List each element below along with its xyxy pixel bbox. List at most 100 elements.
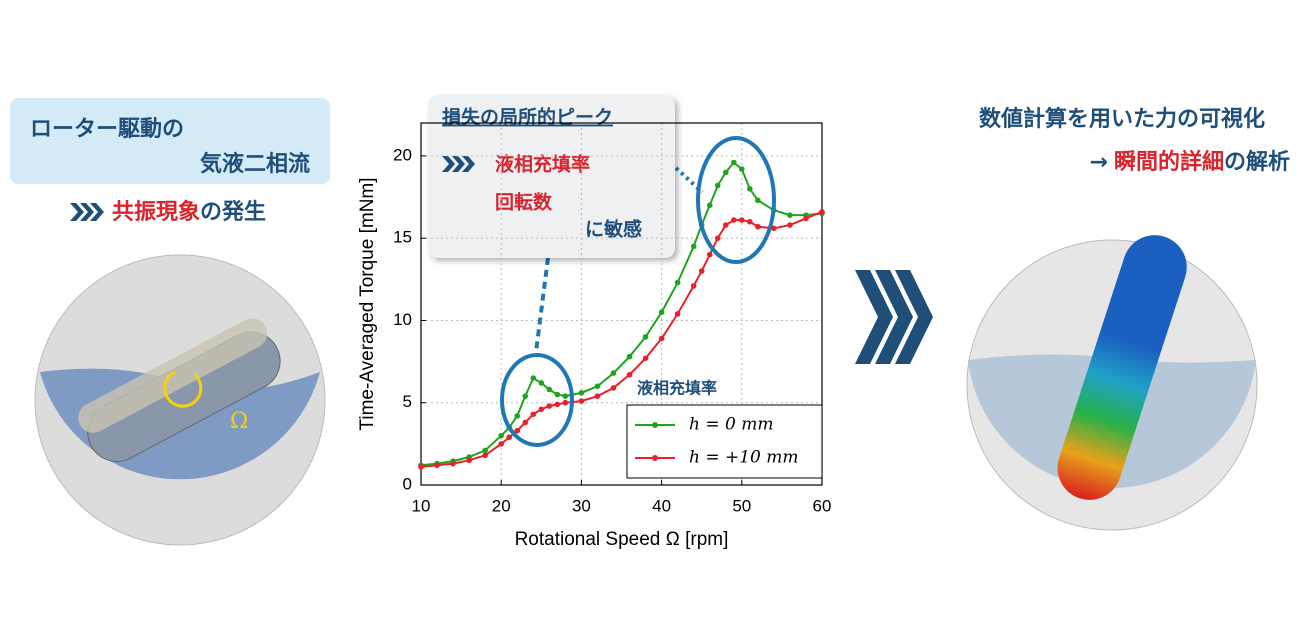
data-point: [730, 217, 737, 223]
data-point: [690, 283, 697, 289]
callout-box: [428, 95, 675, 258]
data-point: [730, 159, 737, 166]
left-result: 共振現象の発生: [112, 199, 266, 225]
data-point: [787, 212, 793, 218]
legend-label: h = +10 mm: [689, 448, 799, 468]
legend-label: h = 0 mm: [689, 415, 773, 435]
data-point: [554, 401, 561, 408]
data-point: [658, 335, 665, 342]
highlight: 瞬間的詳細: [1114, 149, 1224, 175]
x-tick-label: 50: [732, 496, 751, 515]
data-point: [578, 390, 585, 396]
data-point: [546, 403, 553, 409]
arrow: →: [1090, 150, 1108, 175]
highlight-ellipse: [500, 353, 574, 447]
data-point: [690, 243, 697, 250]
callout-item: に敏感: [585, 218, 642, 241]
callout-item: 液相充填率: [495, 153, 590, 176]
data-point: [626, 353, 633, 360]
data-point: [554, 391, 561, 398]
chart: 0 5 10 15 20 10 20 30 40 50 60 Rotational Speed Ω […: [357, 122, 832, 550]
data-point: [482, 447, 488, 454]
data-point: [514, 413, 521, 419]
header-box: [10, 98, 330, 184]
highlight: 共振現象: [112, 199, 200, 225]
data-point: [626, 371, 633, 378]
data-point: [787, 222, 793, 228]
x-tick-label: 40: [652, 496, 671, 515]
data-point: [819, 209, 825, 215]
left-line1: ローター駆動の: [30, 117, 184, 142]
chevron-icon: [442, 156, 475, 172]
y-tick-label: 10: [393, 310, 412, 329]
callout-item: 回転数: [495, 191, 553, 214]
data-point: [674, 279, 681, 286]
y-tick-label: 20: [393, 145, 412, 164]
data-point: [506, 434, 513, 441]
highlight-ellipse: [696, 136, 776, 264]
connector: [534, 257, 550, 353]
right-line2: → 瞬間的詳細の解析: [1090, 149, 1290, 175]
x-tick-label: 60: [813, 496, 832, 515]
data-point: [466, 457, 472, 464]
data-point: [739, 217, 745, 223]
data-point: [498, 441, 505, 447]
data-point: [594, 393, 601, 399]
data-point: [706, 251, 713, 258]
data-point: [538, 406, 545, 413]
plot-frame: [420, 122, 823, 486]
data-point: [771, 225, 777, 232]
x-tick-label: 20: [492, 496, 511, 515]
data-point: [546, 386, 553, 393]
chevron-icon: [70, 203, 104, 221]
data-point: [610, 385, 617, 391]
data-point: [722, 222, 729, 228]
data-point: [578, 398, 585, 404]
data-point: [714, 235, 721, 241]
data-point: [594, 383, 601, 390]
text: の解析: [1224, 149, 1290, 175]
simulation-image: [966, 235, 1258, 531]
data-point: [755, 197, 761, 204]
data-point: [514, 427, 521, 434]
y-axis-label: Time-Averaged Torque [mNm]: [357, 177, 378, 430]
legend-title: 液相充填率: [637, 379, 717, 398]
data-point: [434, 462, 440, 469]
legend-box: [626, 404, 823, 479]
series-line: [420, 210, 823, 468]
x-tick-label: 30: [572, 496, 591, 515]
legend-marker: [652, 455, 658, 461]
rotor-image: Ω: [34, 254, 326, 546]
data-point: [642, 334, 649, 340]
data-point: [530, 411, 537, 418]
data-point: [698, 268, 705, 274]
x-tick-label: 10: [412, 496, 431, 515]
data-point: [642, 355, 649, 362]
data-point: [803, 215, 809, 222]
data-point: [722, 169, 729, 176]
data-point: [739, 166, 745, 172]
data-point: [658, 309, 665, 316]
left-line2: 気液二相流: [200, 151, 310, 177]
text: の発生: [200, 200, 266, 225]
data-point: [714, 182, 721, 189]
y-tick-label: 5: [403, 392, 412, 411]
data-point: [610, 370, 617, 376]
data-point: [538, 380, 545, 386]
data-point: [498, 432, 505, 439]
right-line1: 数値計算を用いた力の可視化: [979, 106, 1265, 132]
omega-label: Ω: [230, 409, 248, 434]
callout-title: 損失の局所的ピーク: [442, 106, 613, 129]
series-line: [420, 161, 823, 467]
data-point: [530, 375, 537, 381]
data-point: [482, 452, 488, 459]
data-point: [706, 202, 713, 209]
data-point: [522, 393, 529, 399]
data-point: [562, 399, 569, 406]
big-chevrons: [855, 270, 933, 364]
x-axis-label: Rotational Speed Ω [rpm]: [515, 529, 729, 550]
data-point: [450, 460, 456, 467]
data-point: [562, 393, 569, 399]
data-point: [747, 218, 753, 225]
data-point: [747, 186, 753, 192]
